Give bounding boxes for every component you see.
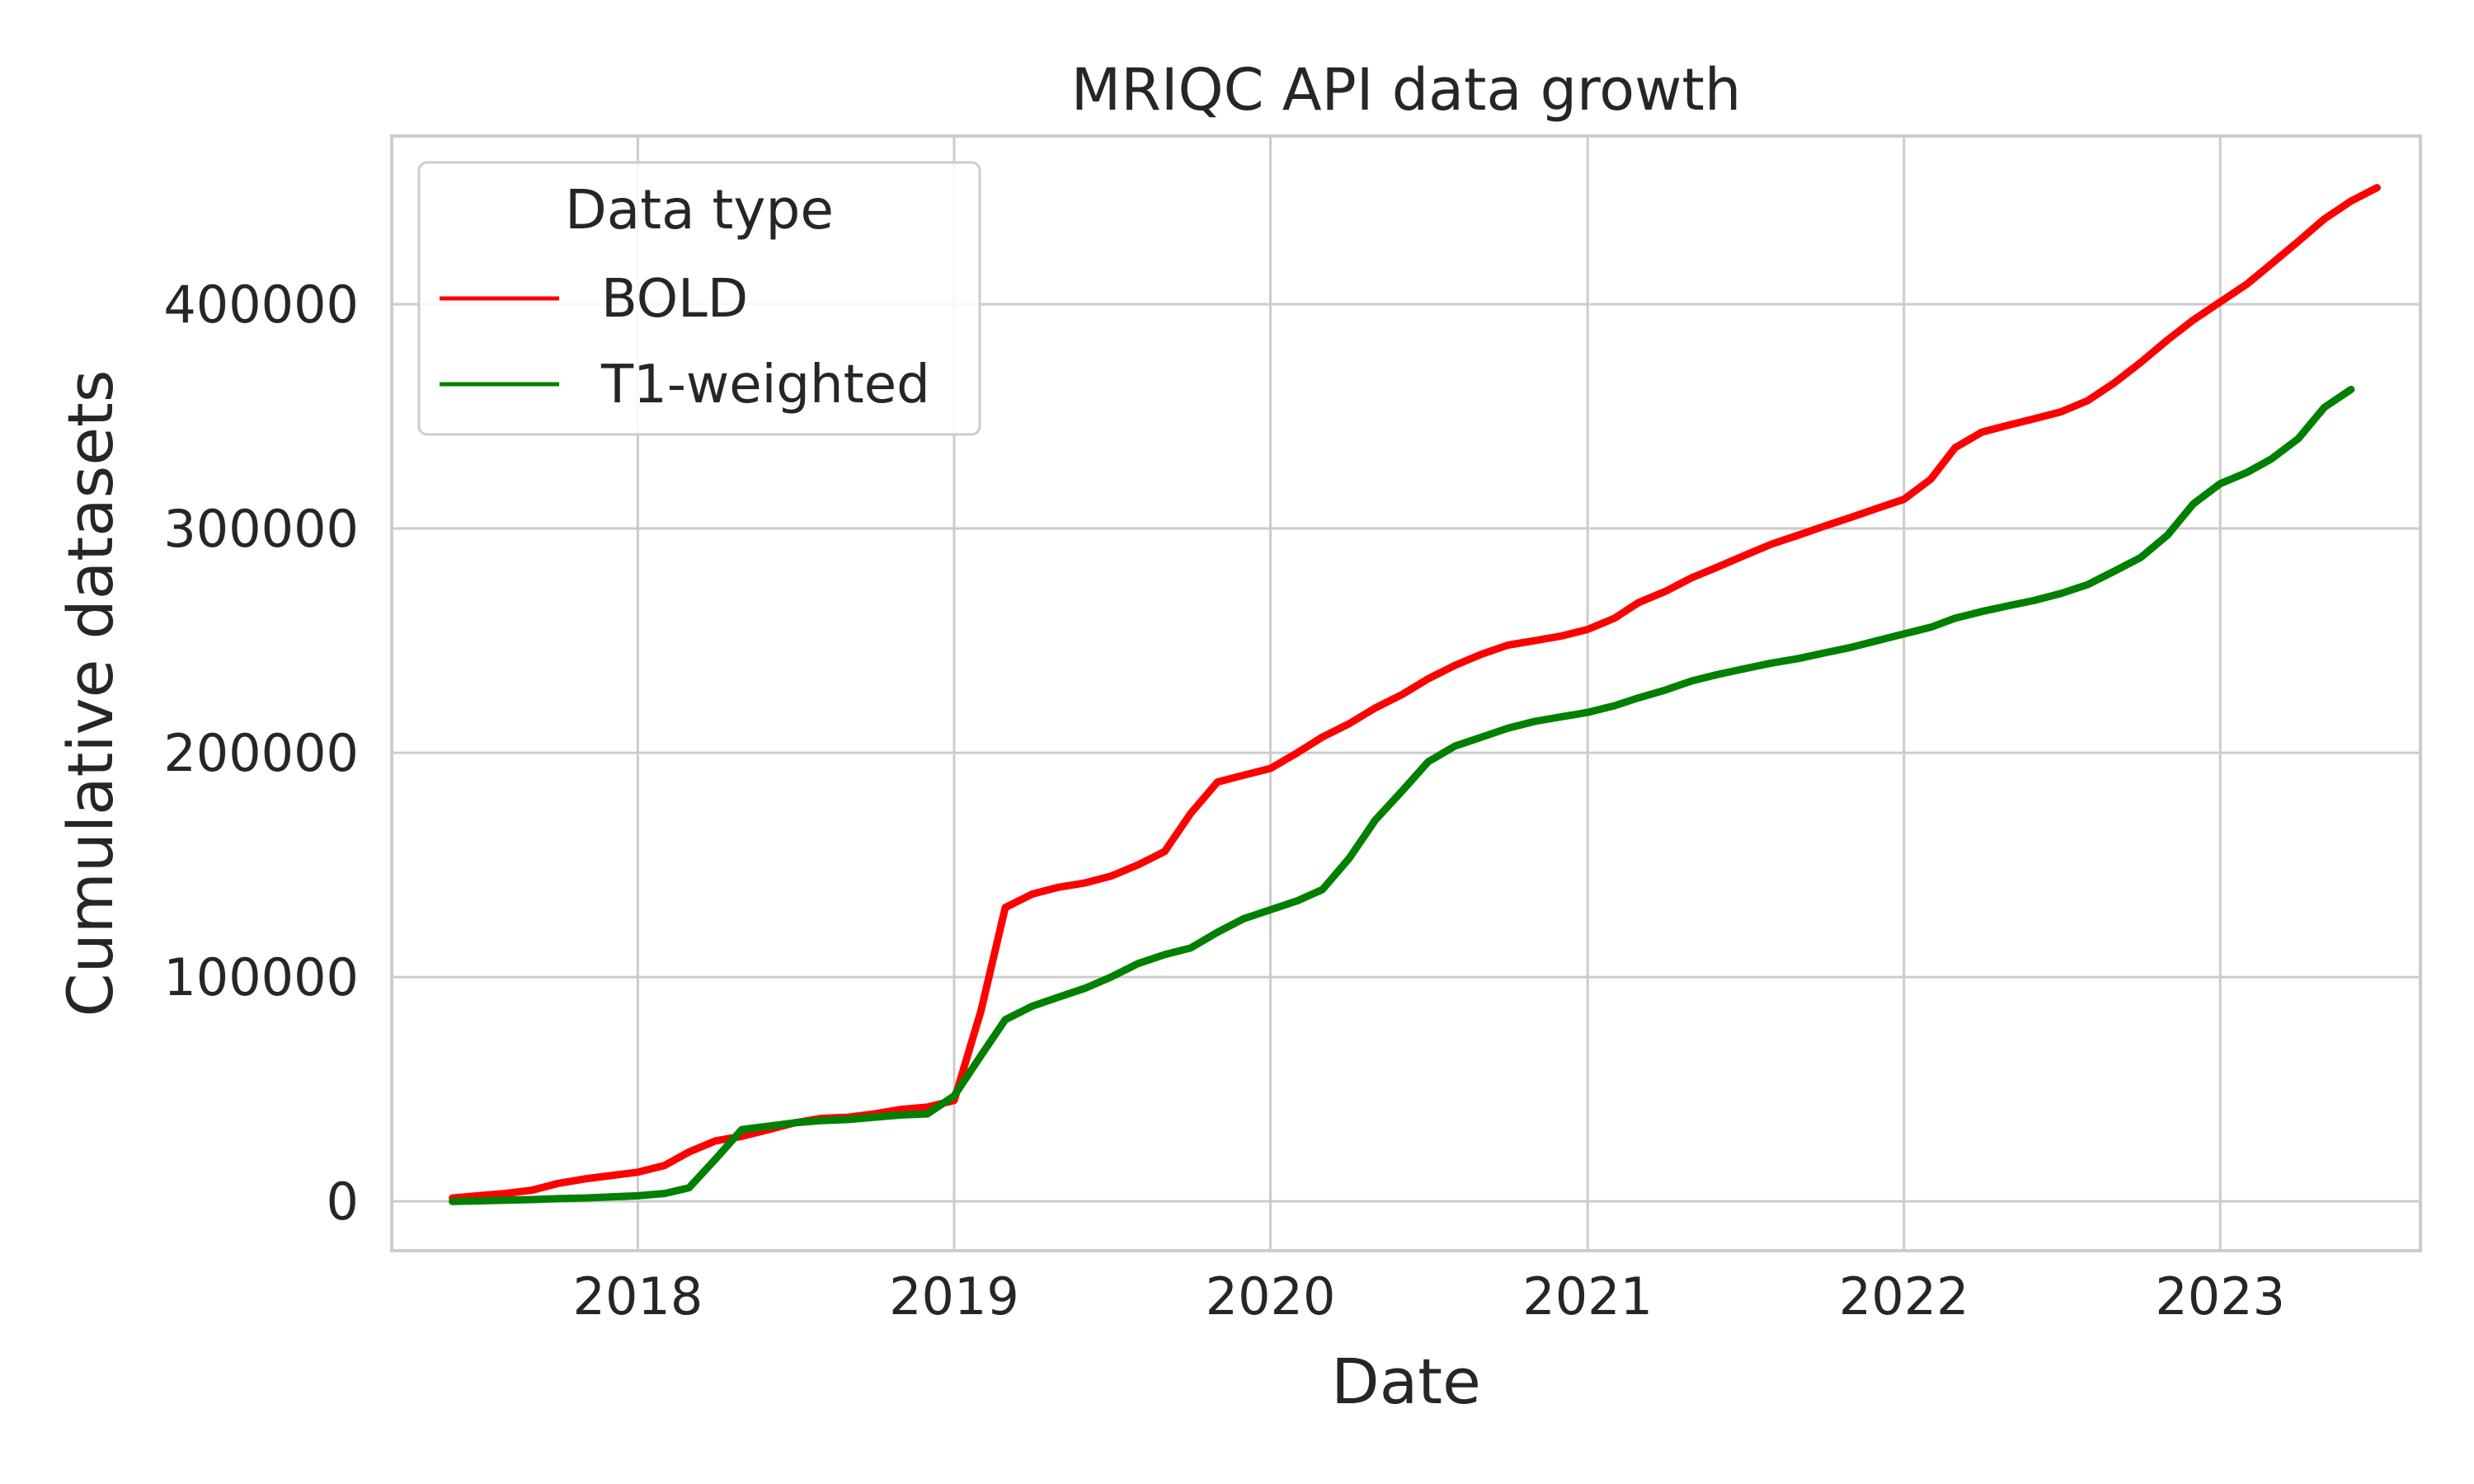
legend-box: [417, 161, 981, 436]
x-tick-label: 2023: [2155, 1266, 2285, 1327]
series-line-t1-weighted: [449, 385, 2355, 1205]
y-tick-label: 300000: [163, 499, 359, 559]
x-tick-label: 2020: [1206, 1266, 1336, 1327]
x-tick-label: 2021: [1522, 1266, 1653, 1327]
y-tick-label: 100000: [163, 947, 359, 1007]
plot-frame: [390, 134, 2422, 1252]
chart-title: MRIQC API data growth: [1071, 56, 1741, 124]
series-lines: [449, 184, 2381, 1205]
y-tick-label: 200000: [163, 723, 359, 783]
legend: Data type BOLD T1-weighted: [417, 161, 981, 436]
legend-label-t1-weighted: T1-weighted: [600, 355, 930, 416]
legend-label-bold: BOLD: [601, 269, 748, 330]
x-tick-label: 2018: [573, 1266, 703, 1327]
y-axis-label: Cumulative datasets: [54, 370, 127, 1017]
y-tick-label: 400000: [163, 275, 359, 335]
y-tick-label: 0: [327, 1172, 359, 1232]
legend-title: Data type: [565, 178, 834, 242]
x-axis-label: Date: [1331, 1345, 1481, 1418]
tick-labels: 2018 2019 2020 2021 2022 2023 0 100000 200000 300…: [163, 275, 2285, 1327]
x-tick-label: 2022: [1839, 1266, 1969, 1327]
x-tick-label: 2019: [889, 1266, 1019, 1327]
